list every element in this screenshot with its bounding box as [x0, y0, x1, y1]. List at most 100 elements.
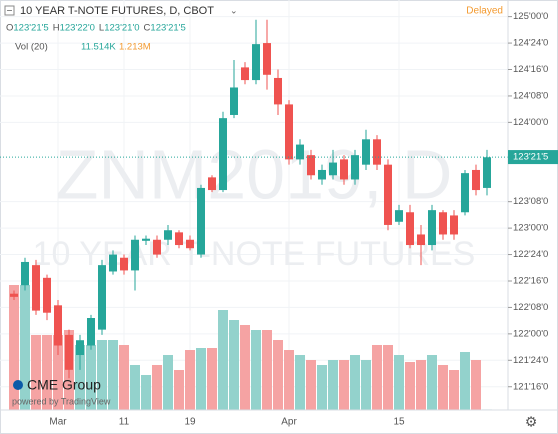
logo-text: CME Group — [27, 377, 101, 393]
volume-bar — [306, 360, 316, 410]
candle-body — [175, 232, 183, 246]
volume-bar — [218, 310, 228, 410]
last-price-tag — [508, 150, 558, 165]
y-tick-label: 124'00'0 — [513, 117, 548, 128]
candle-body — [21, 261, 29, 286]
candle-body — [43, 277, 51, 313]
volume-bar — [317, 365, 327, 410]
y-tick-label: 122'16'0 — [513, 276, 548, 287]
watermark-symbol: ZNM2019, D — [56, 135, 453, 213]
candle-body — [219, 118, 227, 191]
x-tick-label: Mar — [49, 417, 67, 428]
y-tick-label: 125'00'0 — [513, 11, 548, 22]
volume-bar — [262, 330, 272, 410]
x-tick-label: 15 — [393, 417, 405, 428]
candle-body — [274, 77, 282, 105]
volume-bar — [174, 370, 184, 410]
volume-bar — [20, 285, 30, 410]
candle-body — [285, 104, 293, 160]
candle-body — [340, 159, 348, 180]
candle-body — [164, 230, 172, 240]
y-tick-label: 124'08'0 — [513, 90, 548, 101]
ohlc-value: 123'21'5 — [13, 23, 48, 34]
volume-bar — [339, 360, 349, 410]
candle-body — [406, 212, 414, 246]
candle-body — [483, 157, 491, 188]
collapse-button[interactable] — [4, 5, 15, 16]
ohlc-key: L — [99, 23, 104, 34]
candle-body — [263, 43, 271, 75]
candle-body — [395, 210, 403, 222]
candle-body — [32, 265, 40, 311]
candle-body — [362, 139, 370, 165]
settings-button[interactable]: ⚙ — [525, 414, 538, 430]
x-tick-label: 11 — [119, 417, 130, 428]
volume-bar — [460, 352, 470, 410]
candle-body — [307, 155, 315, 176]
y-tick-label: 123'00'0 — [513, 223, 548, 234]
volume-bar — [53, 335, 63, 410]
volume-bar — [42, 335, 52, 410]
volume-bar — [295, 355, 305, 410]
volume-bar — [152, 365, 162, 410]
volume-bar — [141, 375, 151, 410]
volume-bar — [130, 365, 140, 410]
candle-body — [197, 187, 205, 255]
candle-body — [384, 164, 392, 225]
volume-bar — [108, 340, 118, 410]
candle-body — [329, 162, 337, 176]
candle-body — [10, 293, 18, 297]
volume-bar — [405, 362, 415, 410]
volume-bar — [273, 340, 283, 410]
dropdown-icon[interactable]: ⌄ — [230, 5, 238, 15]
x-tick-label: 19 — [184, 417, 196, 428]
volume-average: 1.213M — [119, 42, 151, 53]
volume-bar — [251, 330, 261, 410]
volume-bar — [240, 325, 250, 410]
volume-bar — [163, 355, 173, 410]
candle-body — [76, 340, 84, 356]
candle-body — [351, 155, 359, 180]
volume-bar — [97, 340, 107, 410]
candle-body — [65, 334, 73, 370]
chart-title: 10 YEAR T-NOTE FUTURES, D, CBOT — [20, 5, 214, 17]
volume-bar — [207, 348, 217, 410]
candle-body — [186, 239, 194, 249]
volume-last: 11.514K — [81, 42, 116, 53]
candle-body — [120, 257, 128, 271]
y-tick-label: 123'08'0 — [513, 196, 548, 207]
candle-body — [373, 139, 381, 165]
volume-bar — [75, 345, 85, 410]
volume-bar — [383, 345, 393, 410]
candle-body — [472, 169, 480, 191]
candle-body — [54, 305, 62, 346]
ohlc-value: 123'22'0 — [60, 23, 95, 34]
logo-mark — [13, 380, 23, 390]
volume-bar — [328, 360, 338, 410]
ohlc-key: C — [144, 23, 151, 34]
last-price-label: 123'21'5 — [513, 152, 548, 163]
candle-body — [208, 177, 216, 191]
candle-body — [417, 234, 425, 246]
powered-by: powered by TradingView — [12, 396, 111, 406]
candle-body — [131, 239, 139, 271]
ohlc-value: 123'21'5 — [150, 23, 185, 34]
y-tick-label: 121'16'0 — [513, 381, 548, 392]
watermark-name: 10 YEAR T-NOTE FUTURES — [33, 235, 476, 273]
delayed-status: Delayed — [466, 6, 503, 17]
candle-body — [230, 87, 238, 115]
volume-bar — [119, 345, 129, 410]
volume-bar — [471, 360, 481, 410]
y-tick-label: 122'00'0 — [513, 328, 548, 339]
y-tick-label: 122'24'0 — [513, 249, 548, 260]
volume-bar — [196, 348, 206, 410]
volume-bar — [86, 345, 96, 410]
y-tick-label: 124'16'0 — [513, 64, 548, 75]
candle-body — [109, 254, 117, 272]
candle-body — [318, 169, 326, 180]
ohlc-key: H — [53, 23, 60, 34]
candle-body — [87, 318, 95, 346]
volume-bar — [449, 370, 459, 410]
